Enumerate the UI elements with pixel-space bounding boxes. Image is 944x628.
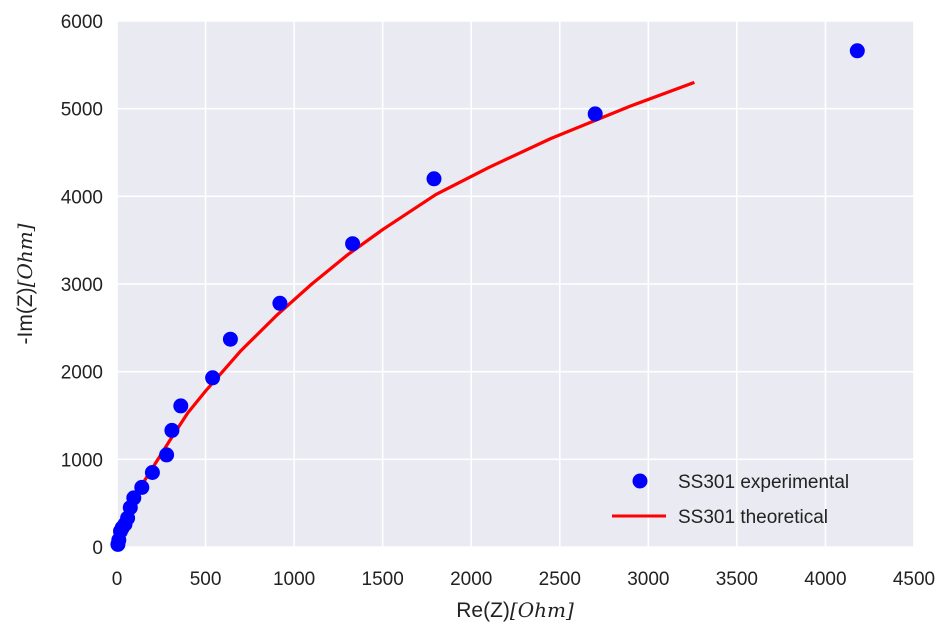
y-tick-label: 3000 bbox=[61, 275, 103, 296]
experimental-point bbox=[849, 43, 865, 59]
legend-marker-experimental bbox=[632, 473, 648, 489]
y-tick-label: 6000 bbox=[61, 12, 103, 33]
y-tick-labels: 0 1000 2000 3000 4000 5000 6000 bbox=[61, 12, 103, 559]
experimental-point bbox=[272, 295, 288, 311]
x-tick-label: 2000 bbox=[450, 569, 492, 590]
experimental-point bbox=[205, 370, 221, 386]
experimental-point bbox=[426, 171, 442, 187]
x-axis-label: Re(Z)[Ohm] bbox=[456, 598, 574, 622]
x-tick-label: 500 bbox=[190, 569, 222, 590]
y-tick-label: 0 bbox=[92, 538, 103, 559]
y-axis-label: -Im(Z)[Ohm] bbox=[13, 223, 37, 344]
grid bbox=[116, 20, 915, 548]
experimental-point bbox=[587, 106, 603, 122]
x-axis-label-unit: [Ohm] bbox=[510, 598, 574, 622]
x-tick-label: 0 bbox=[112, 569, 123, 590]
experimental-points-layer bbox=[110, 43, 865, 552]
x-tick-label: 2500 bbox=[539, 569, 581, 590]
x-tick-label: 3500 bbox=[716, 569, 758, 590]
y-tick-label: 5000 bbox=[61, 100, 103, 121]
x-tick-label: 1500 bbox=[362, 569, 404, 590]
y-axis-label-text: -Im(Z) bbox=[14, 287, 37, 344]
x-axis-label-text: Re(Z) bbox=[456, 599, 510, 622]
experimental-point bbox=[159, 447, 175, 463]
experimental-point bbox=[126, 490, 142, 506]
x-tick-labels: 0 500 1000 1500 2000 2500 3000 3500 4000 4500 bbox=[112, 569, 935, 590]
x-tick-label: 1000 bbox=[273, 569, 315, 590]
experimental-point bbox=[345, 236, 361, 252]
legend-label-theoretical: SS301 theoretical bbox=[678, 507, 828, 528]
experimental-point bbox=[134, 479, 150, 495]
legend-label-experimental: SS301 experimental bbox=[678, 472, 849, 493]
legend: SS301 experimental SS301 theoretical bbox=[612, 472, 849, 528]
x-tick-label: 4000 bbox=[804, 569, 846, 590]
experimental-point bbox=[173, 398, 189, 414]
x-tick-label: 3000 bbox=[627, 569, 669, 590]
experimental-point bbox=[144, 465, 160, 480]
y-tick-label: 1000 bbox=[61, 450, 103, 471]
y-tick-label: 2000 bbox=[61, 363, 103, 384]
experimental-point bbox=[164, 422, 180, 438]
y-axis-label-unit: [Ohm] bbox=[13, 223, 37, 287]
experimental-point bbox=[222, 331, 238, 347]
x-tick-label: 4500 bbox=[893, 569, 935, 590]
y-tick-label: 4000 bbox=[61, 187, 103, 208]
